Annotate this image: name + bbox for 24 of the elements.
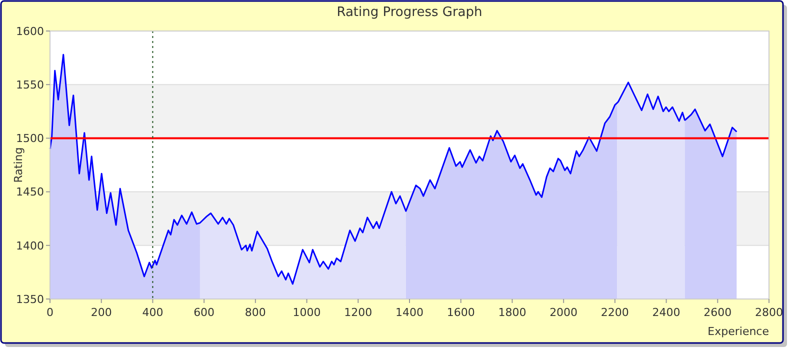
line-series (49, 54, 738, 285)
y-tick-label: 1500 (16, 132, 44, 146)
y-tick-label: 1600 (16, 24, 44, 38)
x-tick-label: 1200 (344, 306, 372, 319)
x-tick-label: 1400 (396, 306, 424, 319)
y-tick-label: 1550 (16, 78, 44, 92)
x-tick-label: 1800 (498, 306, 526, 319)
x-tick-label: 600 (194, 306, 215, 319)
y-axis-title: Rating (12, 147, 25, 183)
x-tick-label: 800 (244, 306, 266, 319)
y-tick-label: 1400 (16, 239, 44, 252)
x-tick-label: 200 (90, 306, 112, 319)
x-tick-label: 0 (46, 306, 54, 319)
x-tick-label: 400 (142, 306, 164, 319)
y-tick-label: 1350 (16, 292, 44, 306)
x-tick-label: 2200 (600, 306, 629, 319)
x-tick-label: 2000 (550, 306, 578, 319)
chart-title: Rating Progress Graph (336, 5, 482, 20)
y-tick-label: 1450 (16, 186, 44, 199)
x-tick-label: 1600 (446, 306, 475, 319)
x-axis-title: Experience (708, 325, 770, 338)
x-tick-label: 2600 (704, 306, 732, 319)
x-tick-label: 2400 (652, 306, 680, 319)
x-tick-label: 1000 (292, 306, 321, 319)
